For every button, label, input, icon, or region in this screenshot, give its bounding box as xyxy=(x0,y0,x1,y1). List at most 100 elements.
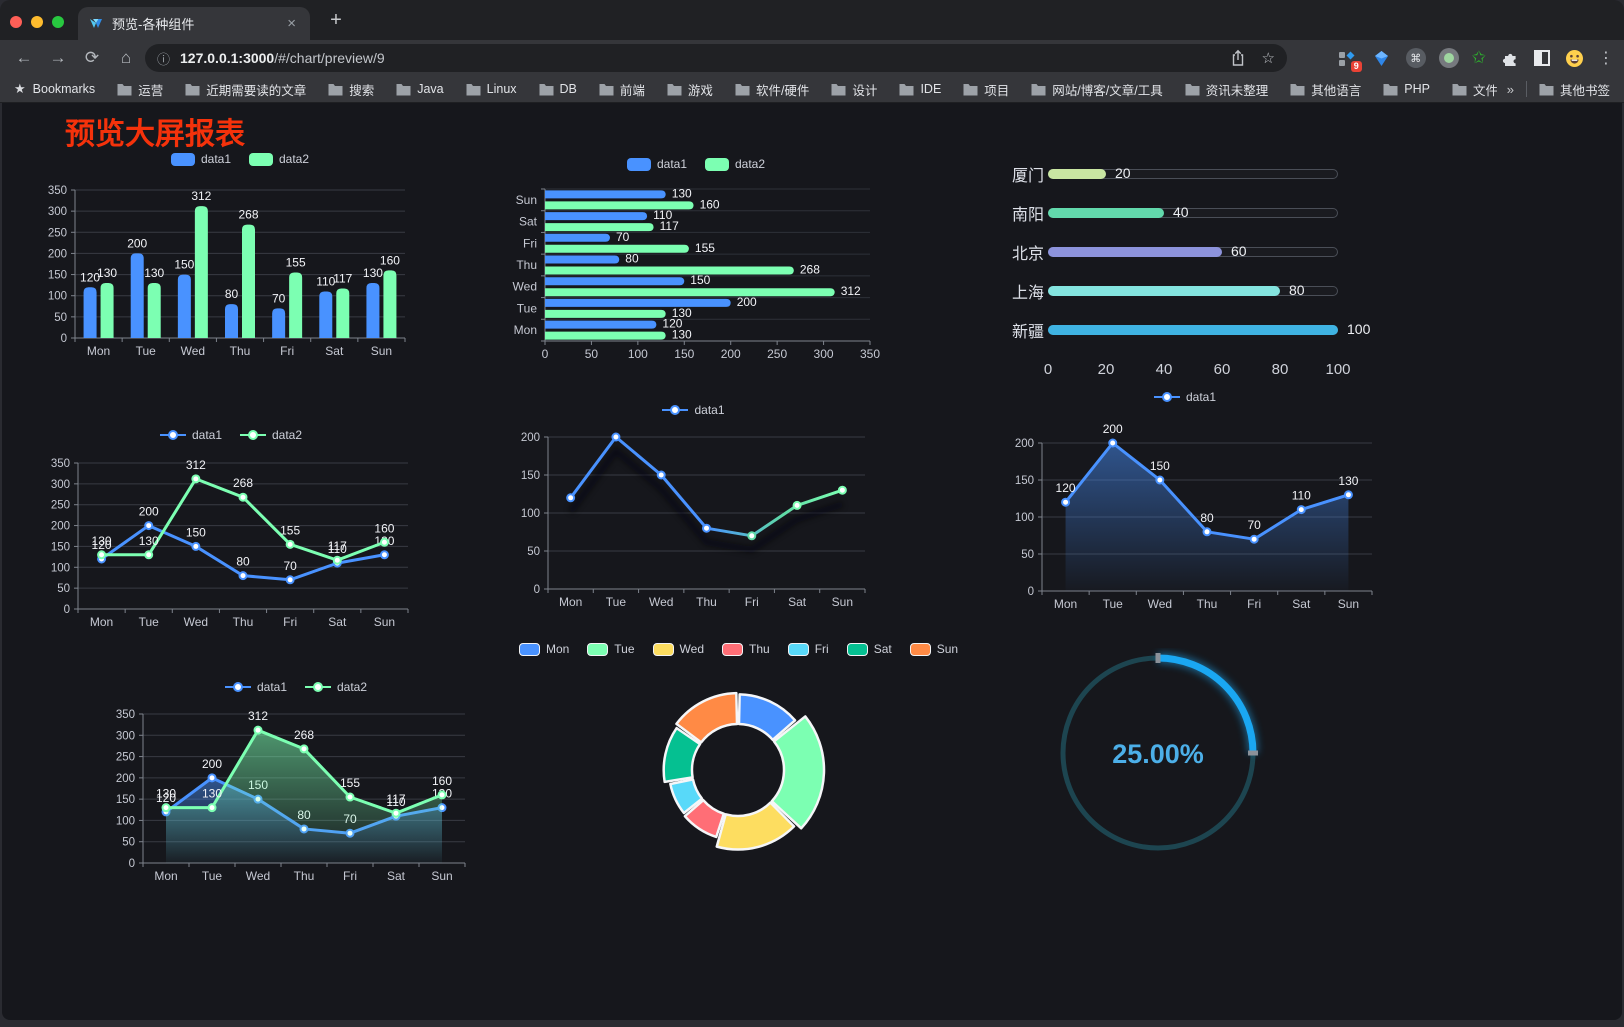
legend-item-data1[interactable]: data1 xyxy=(159,428,222,442)
bookmark-folder[interactable]: 网站/博客/文章/工具 xyxy=(1031,80,1163,99)
data-point[interactable] xyxy=(285,575,295,585)
data-point[interactable] xyxy=(332,555,342,565)
data-point[interactable] xyxy=(391,808,401,818)
dot-extension-icon[interactable] xyxy=(1438,48,1459,68)
bar[interactable] xyxy=(545,223,654,232)
legend-item-data2[interactable]: data2 xyxy=(249,152,309,166)
pie-slice-Tue[interactable] xyxy=(770,715,826,830)
window-close-button[interactable] xyxy=(10,16,22,28)
data-point[interactable] xyxy=(1202,527,1212,537)
pie-slice-Fri[interactable] xyxy=(669,778,704,815)
bookmark-folder[interactable]: 游戏 xyxy=(667,80,713,99)
bar[interactable] xyxy=(545,320,657,329)
data-point[interactable] xyxy=(379,550,389,560)
data-point[interactable] xyxy=(144,521,154,531)
data-point[interactable] xyxy=(207,803,217,813)
tab-close-icon[interactable]: × xyxy=(287,15,296,32)
bar[interactable] xyxy=(100,283,114,338)
bookmark-folder[interactable]: 运营 xyxy=(117,80,163,99)
bar[interactable] xyxy=(177,274,191,338)
site-info-icon[interactable]: ⓘ xyxy=(157,51,171,67)
browser-tab[interactable]: 预览-各种组件 × xyxy=(78,7,310,40)
bookmark-star-icon[interactable]: ☆ xyxy=(1261,50,1275,67)
bookmark-folder[interactable]: Java xyxy=(396,82,444,96)
pie-slice-Sat[interactable] xyxy=(662,726,702,784)
legend-item-data2[interactable]: data2 xyxy=(705,157,765,171)
data-point[interactable] xyxy=(1108,438,1118,448)
forward-icon[interactable]: → xyxy=(49,48,67,67)
data-point[interactable] xyxy=(1061,497,1071,507)
legend-item-Sat[interactable]: Sat xyxy=(846,642,892,656)
data-point[interactable] xyxy=(299,744,309,754)
data-point[interactable] xyxy=(97,550,107,560)
bar[interactable] xyxy=(83,287,97,338)
data-point[interactable] xyxy=(747,531,757,541)
window-zoom-button[interactable] xyxy=(52,16,64,28)
progress-fill[interactable] xyxy=(1048,169,1106,179)
bar[interactable] xyxy=(545,331,666,340)
legend-item-data1[interactable]: data1 xyxy=(1153,390,1216,404)
data-point[interactable] xyxy=(379,537,389,547)
pie-slice-Thu[interactable] xyxy=(683,798,726,839)
green-star-extension-icon[interactable]: ✩ xyxy=(1471,48,1486,67)
bar[interactable] xyxy=(545,288,835,297)
legend-item-Tue[interactable]: Tue xyxy=(587,642,635,656)
command-extension-icon[interactable]: ⌘ xyxy=(1405,48,1426,68)
data-point[interactable] xyxy=(1155,475,1165,485)
bar[interactable] xyxy=(336,288,350,338)
data-point[interactable] xyxy=(566,493,576,503)
legend-item-data1[interactable]: data1 xyxy=(662,403,725,417)
home-icon[interactable]: ⌂ xyxy=(120,48,132,67)
data-point[interactable] xyxy=(207,773,217,783)
bar[interactable] xyxy=(130,253,144,338)
data-point[interactable] xyxy=(144,550,154,560)
bar[interactable] xyxy=(545,201,694,210)
bookmark-folder[interactable]: 资讯未整理 xyxy=(1185,80,1268,99)
gem-extension-icon[interactable] xyxy=(1371,46,1393,70)
legend-item-data1[interactable]: data1 xyxy=(626,157,687,171)
bar[interactable] xyxy=(545,233,610,242)
bar[interactable] xyxy=(545,255,620,264)
reload-icon[interactable]: ⟳ xyxy=(84,48,100,67)
pie-slice-Mon[interactable] xyxy=(737,693,797,742)
legend-item-Thu[interactable]: Thu xyxy=(722,642,770,656)
bar[interactable] xyxy=(194,206,208,338)
data-point[interactable] xyxy=(191,541,201,551)
emoji-extension-icon[interactable] xyxy=(1563,46,1585,70)
bookmark-folder[interactable]: Linux xyxy=(466,82,517,96)
bookmark-folder[interactable]: PHP xyxy=(1383,82,1430,96)
data-point[interactable] xyxy=(837,485,847,495)
data-point[interactable] xyxy=(161,803,171,813)
bar[interactable] xyxy=(545,298,731,307)
progress-fill[interactable] xyxy=(1048,286,1280,296)
data-point[interactable] xyxy=(611,432,621,442)
bar[interactable] xyxy=(545,212,648,221)
progress-fill[interactable] xyxy=(1048,325,1338,335)
bar[interactable] xyxy=(545,277,685,286)
other-bookmarks[interactable]: 其他书签 xyxy=(1539,80,1610,99)
legend-item-Wed[interactable]: Wed xyxy=(652,642,704,656)
bar[interactable] xyxy=(289,272,303,338)
bar[interactable] xyxy=(242,224,255,338)
progress-fill[interactable] xyxy=(1048,247,1222,257)
data-point[interactable] xyxy=(253,725,263,735)
back-icon[interactable]: ← xyxy=(15,48,33,67)
legend-item-data2[interactable]: data2 xyxy=(305,680,367,694)
data-point[interactable] xyxy=(656,470,666,480)
bar[interactable] xyxy=(545,309,666,318)
legend-item-Mon[interactable]: Mon xyxy=(518,642,569,656)
bookmark-folder[interactable]: 设计 xyxy=(831,80,877,99)
bar[interactable] xyxy=(225,304,238,338)
legend-item-data1[interactable]: data1 xyxy=(170,152,231,166)
bar[interactable] xyxy=(319,291,333,338)
window-minimize-button[interactable] xyxy=(31,16,43,28)
bookmark-folder[interactable]: IDE xyxy=(899,82,941,96)
bookmark-folder[interactable]: 文件服务器 xyxy=(1452,80,1497,99)
data-point[interactable] xyxy=(238,492,248,502)
data-point[interactable] xyxy=(1343,490,1353,500)
data-point[interactable] xyxy=(238,571,248,581)
bar[interactable] xyxy=(545,266,794,275)
new-tab-button[interactable]: + xyxy=(330,9,342,31)
legend-item-Sun[interactable]: Sun xyxy=(909,642,958,656)
legend-item-Fri[interactable]: Fri xyxy=(787,642,829,656)
